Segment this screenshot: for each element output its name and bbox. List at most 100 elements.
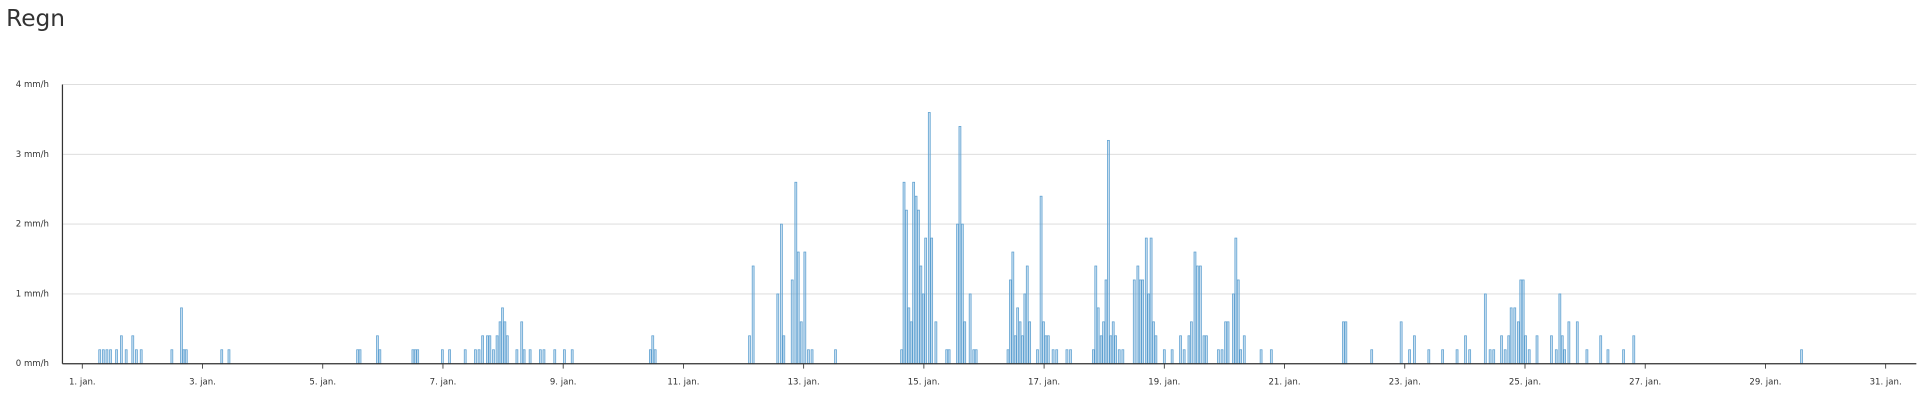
bar xyxy=(810,349,814,365)
bar xyxy=(1170,349,1174,365)
bar xyxy=(1455,349,1459,365)
bar xyxy=(474,349,477,365)
bar xyxy=(477,349,481,365)
bar xyxy=(1107,139,1110,365)
bar xyxy=(1503,349,1507,365)
bar xyxy=(376,335,379,365)
bar xyxy=(1147,293,1151,365)
bar xyxy=(1509,307,1513,365)
bar xyxy=(1144,237,1148,365)
bar xyxy=(542,349,546,365)
bar xyxy=(914,195,918,365)
bar xyxy=(1136,265,1140,365)
bar xyxy=(958,126,962,365)
bar xyxy=(1182,349,1186,365)
bar xyxy=(796,251,800,365)
bar xyxy=(1009,279,1012,365)
bar xyxy=(413,349,417,365)
bar xyxy=(1563,349,1567,365)
bar xyxy=(1550,335,1553,365)
bar xyxy=(495,335,499,365)
bar xyxy=(505,335,509,365)
bar xyxy=(1051,349,1055,365)
bar xyxy=(1585,349,1589,365)
bar xyxy=(1018,321,1022,365)
bar xyxy=(115,349,118,365)
bar xyxy=(182,349,186,365)
bar xyxy=(909,321,913,365)
bar xyxy=(538,349,542,365)
bar xyxy=(356,349,359,365)
bar xyxy=(463,349,467,365)
bar xyxy=(1560,335,1564,365)
bar xyxy=(1013,335,1017,365)
bar xyxy=(1193,251,1197,365)
bar xyxy=(1464,335,1467,365)
bar xyxy=(522,349,526,365)
bar xyxy=(1234,237,1238,365)
bar xyxy=(1224,321,1227,365)
x-tick-label: 25. jan. xyxy=(1509,378,1541,388)
bar xyxy=(220,349,224,365)
bar xyxy=(1344,321,1348,365)
bar xyxy=(1269,349,1273,365)
bar xyxy=(1427,349,1431,365)
bar xyxy=(1483,293,1487,365)
bar xyxy=(1399,321,1403,365)
bar xyxy=(803,251,807,365)
bar xyxy=(1023,293,1027,365)
bar xyxy=(492,349,495,365)
bar xyxy=(1092,349,1095,365)
bar xyxy=(1606,349,1610,365)
bar xyxy=(917,209,920,365)
bar xyxy=(1236,279,1240,365)
x-tick-label: 3. jan. xyxy=(189,378,216,388)
bar xyxy=(570,349,574,365)
bar xyxy=(1632,335,1636,365)
bar xyxy=(98,349,102,365)
bar xyxy=(1046,335,1050,365)
bar xyxy=(1517,321,1520,365)
bar xyxy=(1226,321,1230,365)
bar xyxy=(1042,321,1045,365)
bar xyxy=(1441,349,1444,365)
bar xyxy=(794,181,798,365)
bar xyxy=(448,349,451,365)
bar xyxy=(1152,321,1155,365)
bar xyxy=(170,349,174,365)
y-tick-label: 4 mm/h xyxy=(16,80,49,90)
x-tick-label: 15. jan. xyxy=(908,378,940,388)
bar xyxy=(751,265,755,365)
bar xyxy=(1154,335,1158,365)
bar xyxy=(1021,335,1024,365)
bar xyxy=(1117,349,1121,365)
bar xyxy=(782,335,786,365)
bar xyxy=(105,349,109,365)
x-tick-label: 29. jan. xyxy=(1749,378,1781,388)
bar xyxy=(1199,265,1202,365)
bar xyxy=(930,237,934,365)
bar xyxy=(1149,237,1153,365)
bar xyxy=(968,293,972,365)
bar xyxy=(1342,321,1345,365)
bar xyxy=(1567,321,1571,365)
bar xyxy=(1202,335,1206,365)
bar xyxy=(411,349,415,365)
bar xyxy=(1232,293,1235,365)
bar xyxy=(924,237,928,365)
bar xyxy=(1521,279,1525,365)
x-tick-label: 13. jan. xyxy=(788,378,820,388)
bar xyxy=(1242,335,1246,365)
bar xyxy=(501,307,504,365)
bar xyxy=(131,335,135,365)
bar xyxy=(1599,335,1603,365)
x-tick-label: 17. jan. xyxy=(1028,378,1060,388)
bar xyxy=(1111,321,1115,365)
bar xyxy=(1370,349,1374,365)
y-tick-label: 0 mm/h xyxy=(16,359,49,369)
bar xyxy=(651,335,655,365)
bar xyxy=(902,181,906,365)
bar xyxy=(956,223,959,365)
bar xyxy=(1096,307,1100,365)
bar xyxy=(101,349,105,365)
